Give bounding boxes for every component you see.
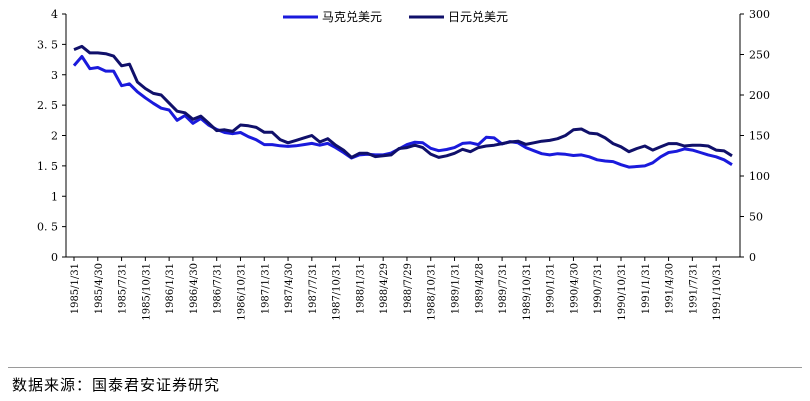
x-tick-label: 1989/10/31 xyxy=(522,263,533,321)
right-tick-label: 300 xyxy=(749,8,770,21)
right-tick-label: 200 xyxy=(749,89,770,102)
x-tick-label: 1985/1/31 xyxy=(70,263,81,314)
x-tick-label: 1991/10/31 xyxy=(712,263,723,321)
x-tick-label: 1985/10/31 xyxy=(141,263,152,321)
x-tick-label: 1989/4/28 xyxy=(474,263,485,314)
x-tick-label: 1987/7/31 xyxy=(308,263,319,314)
x-tick-label: 1990/1/31 xyxy=(546,263,557,314)
left-tick-label: 2 xyxy=(51,130,58,143)
x-tick-label: 1989/1/31 xyxy=(451,263,462,314)
left-tick-label: 2. 5 xyxy=(37,99,58,112)
source-note: 数据来源：国泰君安证券研究 xyxy=(12,376,221,394)
plot-area: 0 0. 5 1 1. 5 2 2. 5 3 3. 5 4 0 50 100 150 200 250 300… xyxy=(37,8,770,321)
right-tick-label: 100 xyxy=(749,170,770,183)
source-divider xyxy=(8,367,802,368)
x-tick-label: 1986/7/31 xyxy=(213,263,224,314)
x-tick-label: 1990/4/30 xyxy=(569,263,580,314)
x-tick-label: 1986/10/31 xyxy=(236,263,247,321)
x-tick-label: 1985/4/30 xyxy=(94,263,105,314)
left-tick-label: 0 xyxy=(51,251,58,264)
right-tick-label: 0 xyxy=(749,251,756,264)
x-tick-label: 1988/4/29 xyxy=(379,263,390,314)
x-tick-label: 1988/10/31 xyxy=(427,263,438,321)
x-tick-label: 1987/4/30 xyxy=(284,263,295,314)
x-tick-label: 1986/4/30 xyxy=(189,263,200,314)
right-tick-label: 150 xyxy=(749,130,770,143)
left-tick-label: 3 xyxy=(51,69,58,82)
x-tick-label: 1991/7/31 xyxy=(688,263,699,314)
legend-label-mark: 马克兑美元 xyxy=(322,10,382,24)
x-tick-label: 1990/10/31 xyxy=(617,263,628,321)
x-tick-label: 1989/7/31 xyxy=(498,263,509,314)
x-tick-label: 1988/7/29 xyxy=(403,263,414,314)
left-tick-label: 4 xyxy=(51,8,58,21)
chart: 0 0. 5 1 1. 5 2 2. 5 3 3. 5 4 0 50 100 150 200 250 300… xyxy=(37,8,770,321)
series-layer xyxy=(72,44,733,169)
left-tick-label: 0. 5 xyxy=(37,221,58,234)
right-y-ticks: 0 50 100 150 200 250 300 xyxy=(740,8,770,264)
legend: 马克兑美元 日元兑美元 xyxy=(283,10,508,24)
x-tick-label: 1985/7/31 xyxy=(118,263,129,314)
x-tick-label: 1990/7/31 xyxy=(593,263,604,314)
legend-label-yen: 日元兑美元 xyxy=(448,10,508,24)
right-tick-label: 50 xyxy=(749,211,763,224)
left-tick-label: 1. 5 xyxy=(37,160,58,173)
x-tick-label: 1987/1/31 xyxy=(260,263,271,314)
x-tick-label: 1986/1/31 xyxy=(165,263,176,314)
right-tick-label: 250 xyxy=(749,49,770,62)
x-tick-label: 1991/1/31 xyxy=(641,263,652,314)
left-tick-label: 1 xyxy=(51,190,58,203)
left-tick-label: 3. 5 xyxy=(37,38,58,51)
x-tick-label: 1987/10/31 xyxy=(332,263,343,321)
x-ticks: 1985/1/31 1985/4/30 1985/7/31 1985/10/31 198… xyxy=(70,257,723,321)
x-tick-label: 1991/4/30 xyxy=(665,263,676,314)
left-y-ticks: 0 0. 5 1 1. 5 2 2. 5 3 3. 5 4 xyxy=(37,8,66,264)
x-tick-label: 1988/1/31 xyxy=(355,263,366,314)
series-line-yen xyxy=(73,44,733,159)
